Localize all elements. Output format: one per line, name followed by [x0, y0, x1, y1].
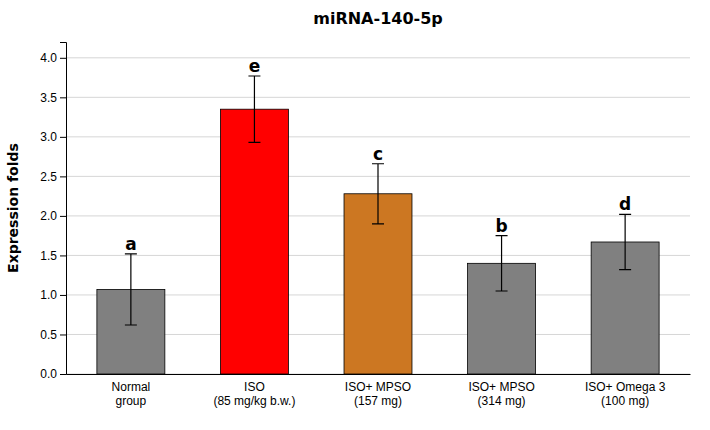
x-axis: NormalgroupISO(85 mg/kg b.w.)ISO+ MPSO(1…: [67, 375, 691, 408]
x-tick-label-line: ISO: [244, 380, 265, 394]
x-tick-label-line: (100 mg): [601, 394, 649, 408]
x-tick: ISO+ MPSO(314 mg): [468, 380, 534, 408]
error-bar: [125, 254, 137, 325]
grid: [66, 58, 690, 374]
y-tick: 1.5: [40, 249, 66, 263]
x-tick: Normalgroup: [112, 380, 151, 408]
y-tick: 2.0: [40, 209, 66, 223]
y-tick: 3.0: [40, 130, 66, 144]
y-tick: 0.5: [40, 328, 66, 342]
y-tick-label: 1.5: [40, 249, 57, 263]
x-tick: ISO(85 mg/kg b.w.): [213, 380, 295, 408]
grid-line: [66, 97, 690, 98]
y-tick-label: 2.5: [40, 170, 57, 184]
y-tick-mark: [60, 255, 66, 256]
grid-line: [66, 57, 690, 58]
y-tick-mark: [60, 334, 66, 335]
x-tick-label: ISO+ Omega 3(100 mg): [585, 380, 666, 408]
y-tick-label: 4.0: [40, 51, 57, 65]
y-axis: 0.0 0.5 1.0 1.5 2.0 2.5 3.0 3.5 4.0: [40, 43, 66, 382]
error-bar: [619, 214, 631, 269]
x-tick-label: ISO(85 mg/kg b.w.): [213, 380, 295, 408]
x-tick: ISO+ MPSO(157 mg): [345, 380, 411, 408]
x-tick-label-line: ISO+ MPSO: [468, 380, 534, 394]
y-tick: 3.5: [40, 91, 66, 105]
y-tick: 0.0: [40, 367, 66, 381]
letter-annotation: b: [495, 216, 507, 236]
y-axis-title: Expression folds: [5, 143, 21, 273]
y-axis-line: [60, 43, 67, 375]
y-tick-label: 0.5: [40, 328, 57, 342]
annotations: a e c b d: [125, 56, 631, 254]
plot-area: 0.0 0.5 1.0 1.5 2.0 2.5 3.0 3.5 4.0 Normalgroup IS…: [40, 43, 690, 408]
title: miRNA-140-5p: [313, 9, 443, 28]
y-tick: 4.0: [40, 51, 66, 65]
y-tick-label: 0.0: [40, 367, 57, 381]
x-axis-line: [67, 374, 691, 375]
error-bar: [248, 76, 260, 142]
x-tick-label-line: Normal: [112, 380, 151, 394]
x-tick-label: ISO+ MPSO(157 mg): [345, 380, 411, 408]
chart: 0.0 0.5 1.0 1.5 2.0 2.5 3.0 3.5 4.0 Normalgroup IS…: [0, 0, 710, 430]
y-tick-mark: [60, 374, 66, 375]
y-tick-mark: [60, 216, 66, 217]
grid-line: [66, 136, 690, 137]
x-tick-label-line: ISO+ Omega 3: [585, 380, 666, 394]
y-tick: 1.0: [40, 288, 66, 302]
bar: [220, 109, 288, 374]
y-tick-label: 1.0: [40, 288, 57, 302]
y-tick-mark: [60, 137, 66, 138]
x-tick-label-line: ISO+ MPSO: [345, 380, 411, 394]
x-tick-label: ISO+ MPSO(314 mg): [468, 380, 534, 408]
x-tick-label-line: (157 mg): [354, 394, 402, 408]
y-tick-label: 2.0: [40, 209, 57, 223]
letter-annotation: a: [125, 234, 136, 254]
letter-annotation: d: [619, 194, 631, 214]
x-tick-label: Normalgroup: [112, 380, 151, 408]
x-tick: ISO+ Omega 3(100 mg): [585, 380, 666, 408]
marks: [97, 76, 659, 374]
y-tick-label: 3.5: [40, 91, 57, 105]
y-tick-mark: [60, 58, 66, 59]
y-tick-label: 3.0: [40, 130, 57, 144]
error-bar: [496, 236, 508, 291]
y-tick: 2.5: [40, 170, 66, 184]
y-tick-mark: [60, 97, 66, 98]
x-tick-label-line: (85 mg/kg b.w.): [213, 394, 295, 408]
y-tick-mark: [60, 176, 66, 177]
letter-annotation: e: [249, 56, 261, 76]
error-bar: [372, 164, 384, 224]
letter-annotation: c: [373, 144, 383, 164]
x-tick-label-line: (314 mg): [478, 394, 526, 408]
y-tick-mark: [60, 295, 66, 296]
x-tick-label-line: group: [116, 394, 147, 408]
